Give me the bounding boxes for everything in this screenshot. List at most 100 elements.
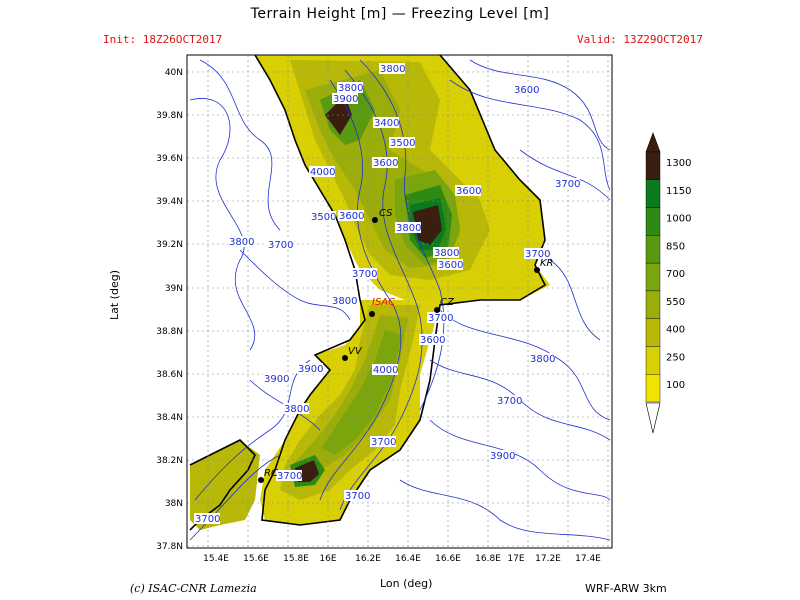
colorbar-segment	[645, 262, 661, 292]
init-time: Init: 18Z26OCT2017	[103, 33, 223, 46]
colorbar-segment	[645, 346, 661, 375]
lon-tick: 17E	[507, 554, 524, 564]
colorbar-label: 250	[666, 352, 685, 363]
lon-tick: 17.2E	[535, 554, 561, 564]
contour-label: 4000	[310, 167, 335, 178]
contour-label: 3700	[277, 471, 302, 482]
contour-label: 3400	[374, 118, 399, 129]
contour-label: 3700	[525, 249, 550, 260]
contour-label: 3500	[311, 212, 336, 223]
city-label: KR	[540, 258, 554, 269]
contour-label: 3700	[352, 269, 377, 280]
lat-tick: 39.8N	[156, 111, 183, 121]
contour-label: 3700	[268, 240, 293, 251]
grid	[187, 55, 612, 548]
city-label: CS	[379, 208, 393, 219]
freezing-level-contours	[189, 59, 611, 541]
colorbar-label: 700	[666, 269, 685, 280]
x-axis-label: Lon (deg)	[380, 577, 433, 590]
lon-tick-labels: 15.4E 15.6E 15.8E 16E 16.2E 16.4E 16.6E …	[203, 554, 601, 564]
contour-label: 3700	[195, 514, 220, 525]
colorbar-segment	[645, 290, 661, 319]
contour-labels: 3800390038003600340035003600400036003700…	[194, 63, 580, 525]
contour-label: 3500	[390, 138, 415, 149]
colorbar-segment	[645, 151, 661, 180]
lon-tick: 15.6E	[243, 554, 269, 564]
y-axis-label: Lat (deg)	[108, 270, 121, 320]
lat-tick: 39.2N	[156, 240, 183, 250]
lon-tick: 16.2E	[355, 554, 381, 564]
contour-label: 3700	[555, 179, 580, 190]
colorbar-segment	[645, 318, 661, 347]
colorbar-segment	[645, 374, 661, 403]
contour-label: 3600	[373, 158, 398, 169]
contour-label: 3800	[338, 83, 363, 94]
contour-label: 3600	[438, 260, 463, 271]
lat-tick: 39.4N	[156, 197, 183, 207]
lon-tick: 16.8E	[475, 554, 501, 564]
lat-tick-labels: 40N 39.8N 39.6N 39.4N 39.2N 39N 38.8N 38…	[156, 68, 183, 552]
lon-tick: 16E	[319, 554, 336, 564]
contour-label: 3600	[456, 186, 481, 197]
contour-label: 3900	[264, 374, 289, 385]
contour-label: 3800	[380, 64, 405, 75]
city-label: VV	[348, 346, 363, 357]
colorbar-top-arrow	[645, 132, 661, 153]
city-label: CZ	[440, 297, 455, 308]
city-label: ISAC	[372, 297, 395, 308]
city-cz: CZ	[434, 297, 455, 313]
contour-label: 3800	[284, 404, 309, 415]
city-vv: VV	[342, 346, 363, 361]
contour-label: 3700	[371, 437, 396, 448]
lat-tick: 40N	[165, 68, 183, 78]
lat-tick: 38.4N	[156, 413, 183, 423]
colorbar-segment	[645, 235, 661, 264]
colorbar-label: 1000	[666, 214, 691, 225]
contour-label: 3600	[339, 211, 364, 222]
colorbar-label: 100	[666, 380, 685, 391]
contour-label: 3900	[298, 364, 323, 375]
lon-tick: 15.8E	[283, 554, 309, 564]
city-kr: KR	[534, 258, 554, 273]
city-rc: RC	[258, 468, 278, 483]
chart-title: Terrain Height [m] — Freezing Level [m]	[250, 6, 550, 22]
contour-label: 3900	[490, 451, 515, 462]
city-isac: ISAC	[369, 297, 395, 317]
colorbar-label: 850	[666, 241, 685, 252]
lat-tick: 37.8N	[156, 542, 183, 552]
contour-label: 3800	[530, 354, 555, 365]
colorbar: 1300 1150 1000 850 700 550 400 250 100	[645, 132, 691, 434]
colorbar-label: 1300	[666, 158, 691, 169]
lon-tick: 17.4E	[575, 554, 601, 564]
colorbar-label: 400	[666, 325, 685, 336]
contour-label: 3800	[229, 237, 254, 248]
contour-label: 4000	[373, 365, 398, 376]
contour-label: 3700	[497, 396, 522, 407]
lon-tick: 16.6E	[435, 554, 461, 564]
credit-text: (c) ISAC-CNR Lamezia	[130, 582, 257, 595]
contour-label: 3900	[333, 94, 358, 105]
city-cs: CS	[372, 208, 393, 223]
contour-label: 3800	[396, 223, 421, 234]
contour-label: 3700	[345, 491, 370, 502]
plot-frame	[186, 54, 613, 549]
lat-tick: 38N	[165, 499, 183, 509]
contour-label: 3600	[514, 85, 539, 96]
lon-tick: 16.4E	[395, 554, 421, 564]
lat-tick: 39.6N	[156, 154, 183, 164]
colorbar-label: 1150	[666, 186, 691, 197]
colorbar-bottom-arrow	[645, 402, 661, 434]
city-markers: CS KR ISAC CZ VV RC	[258, 208, 554, 483]
colorbar-segment	[645, 179, 661, 208]
lat-tick: 39N	[165, 284, 183, 294]
lon-tick: 15.4E	[203, 554, 229, 564]
valid-time: Valid: 13Z29OCT2017	[577, 33, 703, 46]
contour-label: 3700	[428, 313, 453, 324]
model-text: WRF-ARW 3km	[585, 582, 667, 595]
lat-tick: 38.2N	[156, 456, 183, 466]
terrain-layer	[190, 55, 550, 530]
colorbar-label: 550	[666, 297, 685, 308]
contour-label: 3600	[420, 335, 445, 346]
lat-tick: 38.8N	[156, 327, 183, 337]
